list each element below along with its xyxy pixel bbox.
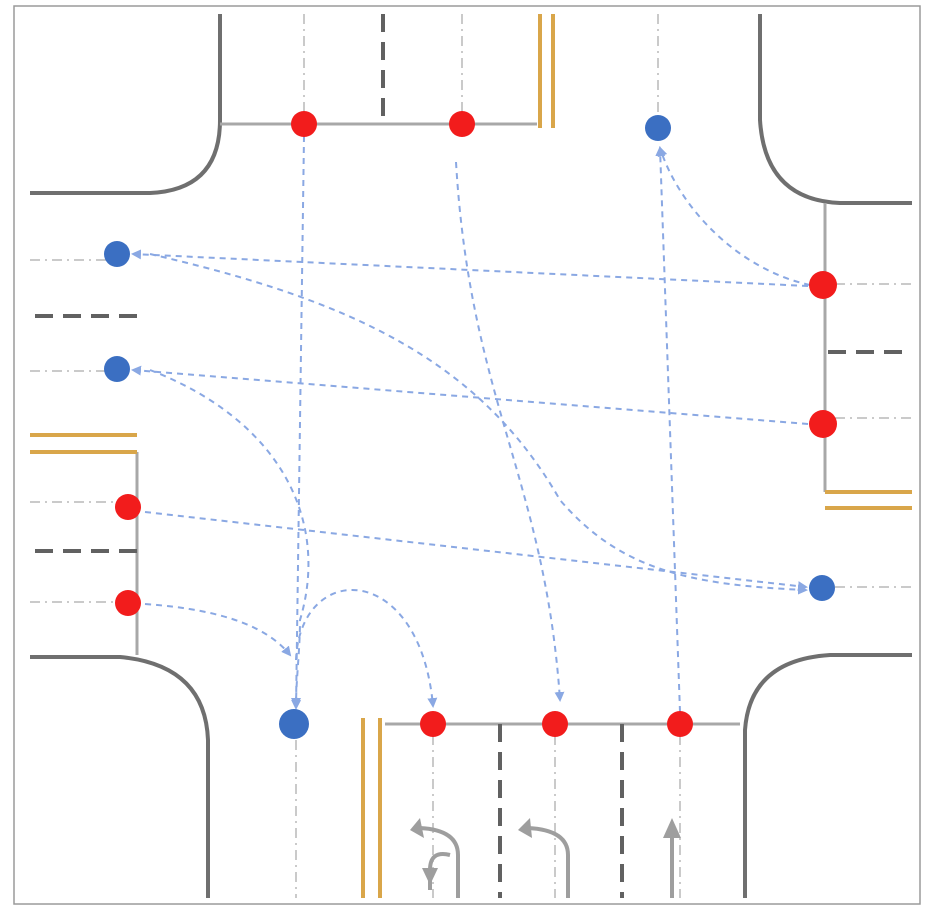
entry-node xyxy=(115,494,141,520)
exit-node xyxy=(104,356,130,382)
connection-path xyxy=(144,603,292,657)
connection-path xyxy=(291,135,305,710)
entry-node xyxy=(542,711,568,737)
exit-nodes xyxy=(104,115,835,739)
connection-path xyxy=(149,369,310,708)
connection-path xyxy=(455,161,565,702)
lane-arrows xyxy=(410,818,681,898)
double-yellow-lines xyxy=(30,14,912,898)
connection-path xyxy=(144,511,808,592)
straight-arrow-icon xyxy=(663,818,681,898)
connection-path xyxy=(657,146,811,286)
curb-top-right xyxy=(758,14,912,205)
entry-nodes xyxy=(115,111,837,737)
left-turn-arrow-icon xyxy=(518,818,570,898)
entry-node xyxy=(809,271,837,299)
exit-node xyxy=(645,115,671,141)
connection-path xyxy=(149,253,808,595)
entry-node xyxy=(809,410,837,438)
entry-node xyxy=(115,590,141,616)
entry-node xyxy=(420,711,446,737)
road-curbs xyxy=(30,14,912,898)
curb-top-left xyxy=(30,14,222,195)
entry-node xyxy=(291,111,317,137)
curb-bottom-right xyxy=(743,653,912,898)
entry-node xyxy=(667,711,693,737)
connection-path xyxy=(131,365,809,425)
diagram-frame xyxy=(13,5,921,905)
left-turn-arrow-icon xyxy=(410,818,460,898)
exit-node xyxy=(279,709,309,739)
connection-path xyxy=(295,588,438,708)
u-turn-arrow-icon xyxy=(422,852,451,890)
lane-centerlines xyxy=(30,14,912,898)
curb-bottom-left xyxy=(30,655,210,898)
connection-path xyxy=(131,249,809,287)
entry-node xyxy=(449,111,475,137)
exit-node xyxy=(104,241,130,267)
exit-node xyxy=(809,575,835,601)
connection-paths xyxy=(131,135,811,713)
lane-dashes xyxy=(35,14,912,898)
